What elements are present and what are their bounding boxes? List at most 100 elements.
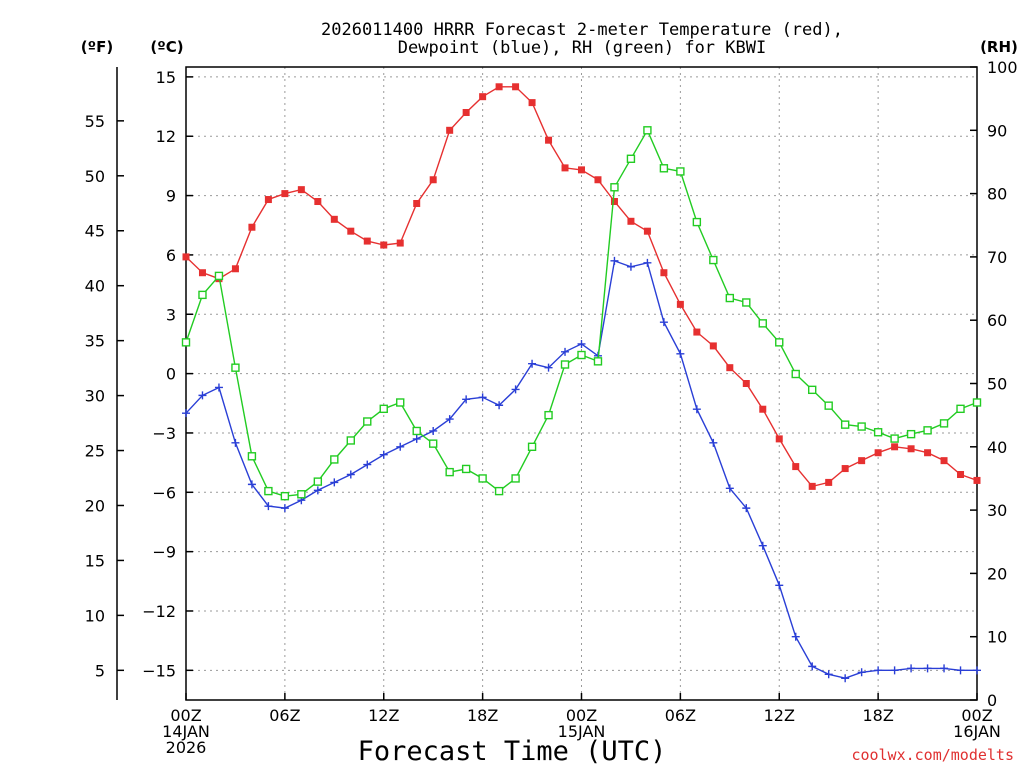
rh-unit-label: (RH) (980, 38, 1018, 56)
temperature-point (198, 269, 206, 277)
temperature-point (891, 443, 899, 451)
dewpoint-point (247, 480, 256, 489)
rh-tick-label: 100 (987, 58, 1018, 77)
credit-text: coolwx.com/modelts (851, 746, 1014, 764)
rh-point (527, 442, 537, 451)
rh-point (840, 420, 850, 429)
rh-point (280, 491, 290, 501)
dewpoint-point (709, 438, 718, 447)
fahrenheit-axis: 55 50 45 40 35 30 25 20 15 10 5 (85, 112, 124, 680)
rh-point (890, 434, 899, 443)
dewpoint-point (676, 349, 685, 358)
rh-point (544, 410, 553, 420)
dewpoint-point (396, 442, 405, 451)
temperature-point (907, 445, 915, 453)
rh-point (560, 360, 570, 369)
temperature-point (561, 164, 569, 172)
rh-point (577, 350, 586, 360)
rh-point (610, 183, 619, 192)
temperature-point (825, 478, 833, 486)
temperature-point (759, 405, 767, 413)
dewpoint-point (182, 409, 190, 418)
celsius-tick-label: 6 (166, 246, 176, 265)
dewpoint-point (495, 401, 504, 410)
rh-point (758, 319, 767, 328)
rh-point (857, 422, 866, 431)
time-tick-label: 00Z (566, 706, 597, 725)
rh-point (939, 419, 949, 428)
time-tick-label: 00Z (961, 706, 992, 725)
dewpoint-point (973, 666, 981, 675)
fahrenheit-tick-label: 25 (85, 442, 105, 461)
rh-point (461, 464, 471, 474)
fahrenheit-tick-label: 50 (85, 167, 105, 186)
rh-point (775, 338, 784, 347)
celsius-axis: 15 12 9 6 3 0 −3 −6 −9 −12 −15 (142, 68, 193, 680)
fahrenheit-tick-label: 55 (85, 112, 105, 131)
rh-point (906, 429, 916, 439)
temperature-point (643, 227, 651, 235)
time-tick-label: 14JAN (162, 722, 210, 741)
dewpoint-point (643, 258, 652, 267)
dewpoint-point (857, 668, 866, 677)
time-tick-label: 00Z (170, 706, 201, 725)
temperature-point (281, 190, 289, 198)
dewpoint-point (412, 434, 421, 443)
temperature-point (627, 217, 635, 225)
dewpoint-point (198, 391, 207, 400)
celsius-tick-label: 0 (166, 365, 176, 384)
rh-point (956, 404, 965, 414)
celsius-unit-label: (ºC) (150, 38, 183, 56)
fahrenheit-tick-label: 35 (85, 332, 105, 351)
time-tick-label: 06Z (269, 706, 300, 725)
fahrenheit-unit-label: (ºF) (81, 38, 113, 56)
rh-tick-label: 20 (987, 564, 1007, 583)
rh-point (643, 126, 652, 135)
temperature-point (610, 198, 618, 206)
celsius-tick-label: −12 (142, 602, 176, 621)
rh-point (824, 401, 833, 410)
temperature-point (709, 342, 717, 350)
temperature-point (957, 470, 965, 478)
time-tick-label: 12Z (764, 706, 795, 725)
rh-tick-label: 10 (987, 628, 1007, 647)
dewpoint-point (429, 426, 438, 435)
rh-point (742, 298, 751, 307)
temperature-point (512, 83, 520, 91)
dewpoint-point (907, 664, 916, 673)
time-tick-label: 06Z (665, 706, 696, 725)
rh-point (412, 426, 421, 436)
fahrenheit-tick-label: 30 (85, 387, 105, 406)
rh-point (692, 217, 702, 227)
time-tick-label: 12Z (368, 706, 399, 725)
temperature-point (775, 435, 783, 443)
celsius-tick-label: 15 (156, 68, 176, 87)
rh-point (181, 338, 191, 347)
temperature-point (874, 449, 882, 457)
dewpoint-point (775, 581, 784, 590)
temperature-point (462, 108, 470, 116)
dewpoint-point (890, 666, 899, 675)
dewpoint-point (791, 632, 800, 641)
dewpoint-point (610, 256, 619, 265)
dewpoint-point (330, 478, 339, 487)
temperature-point (347, 227, 355, 235)
temperature-point (660, 269, 668, 277)
temperature-point (446, 126, 454, 134)
fahrenheit-tick-label: 40 (85, 277, 105, 296)
temperature-point (429, 176, 437, 184)
temperature-point (742, 380, 750, 387)
temperature-point (413, 199, 421, 207)
celsius-tick-label: −3 (152, 424, 176, 443)
time-tick-label: 2026 (166, 738, 207, 757)
dewpoint-point (577, 339, 586, 348)
dewpoint-point (511, 385, 520, 394)
temperature-point (495, 83, 503, 91)
dewpoint-point (231, 438, 240, 447)
temperature-point (479, 93, 487, 101)
rh-point (709, 255, 718, 265)
dewpoint-point (841, 674, 850, 683)
dewpoint-point (742, 504, 751, 513)
chart-title-line-1: 2026011400 HRRR Forecast 2-meter Tempera… (321, 20, 843, 40)
temperature-point (396, 239, 404, 247)
